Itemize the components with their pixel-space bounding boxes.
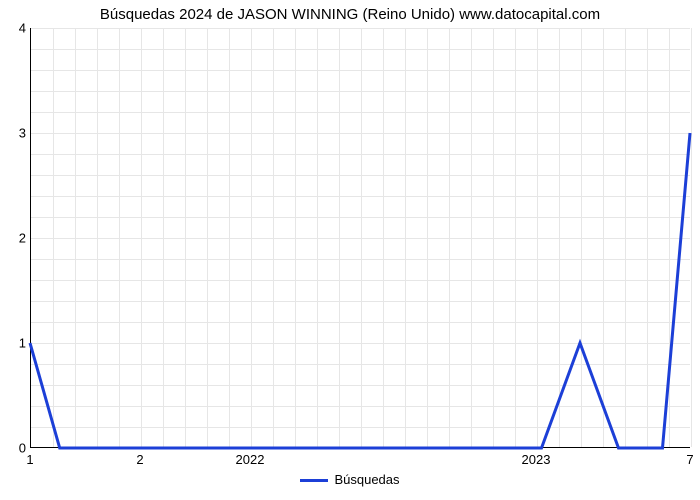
line-chart: Búsquedas 2024 de JASON WINNING (Reino U… [0, 0, 700, 500]
legend-swatch [300, 479, 328, 482]
series-line [30, 133, 690, 448]
legend-label: Búsquedas [334, 472, 399, 487]
legend: Búsquedas [0, 472, 700, 487]
series-layer [0, 0, 700, 500]
